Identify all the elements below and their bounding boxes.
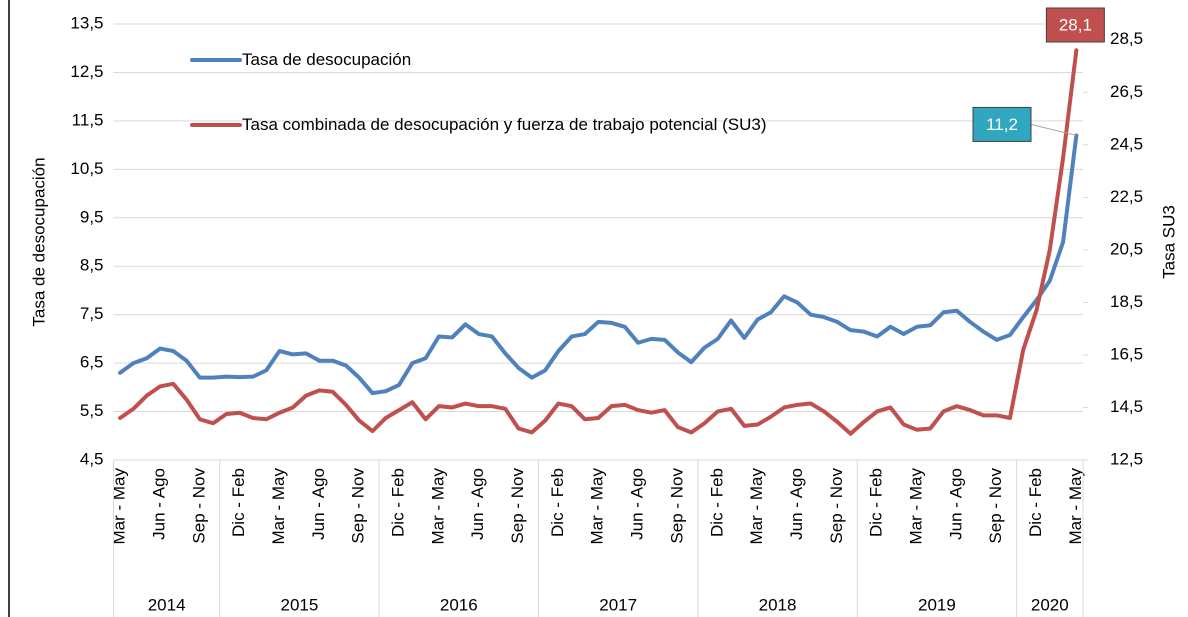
y-tick-label: 4,5 — [80, 449, 104, 468]
x-tick-label: Jun - Ago — [787, 468, 806, 540]
x-tick-label: Dic - Feb — [867, 468, 886, 537]
x-tick-label: Jun - Ago — [468, 468, 487, 540]
group-label: 2014 — [148, 595, 186, 614]
x-tick-label: Sep - Nov — [189, 468, 208, 544]
x-tick-label: Sep - Nov — [667, 468, 686, 544]
x-tick-label: Sep - Nov — [349, 468, 368, 544]
x-tick-label: Dic - Feb — [1026, 468, 1045, 537]
y2-tick-label: 20,5 — [1110, 239, 1143, 258]
x-tick-label: Mar - May — [747, 468, 766, 545]
x-tick-label: Mar - May — [110, 468, 129, 545]
y-tick-label: 12,5 — [70, 62, 103, 81]
data-label-box — [1045, 7, 1105, 43]
x-tick-label: Jun - Ago — [309, 468, 328, 540]
x-tick-label: Mar - May — [1066, 468, 1085, 545]
x-tick-label: Jun - Ago — [628, 468, 647, 540]
y2-tick-label: 24,5 — [1110, 134, 1143, 153]
x-tick-label: Mar - May — [269, 468, 288, 545]
y2-tick-label: 22,5 — [1110, 187, 1143, 206]
y-axis-title: Tasa de desocupación — [29, 157, 48, 326]
data-label: 11,2 — [986, 115, 1018, 134]
y-tick-label: 6,5 — [80, 353, 104, 372]
x-tick-label: Mar - May — [906, 468, 925, 545]
y-tick-label: 13,5 — [70, 13, 103, 32]
x-tick-label: Jun - Ago — [149, 468, 168, 540]
label-leader — [1030, 123, 1077, 136]
legend-entry-box: Tasa combinada de desocupación y fuerza … — [242, 115, 767, 134]
y-tick-label: 10,5 — [70, 159, 103, 178]
data-label-box — [972, 106, 1032, 142]
group-label: 2018 — [759, 595, 797, 614]
y2-tick-label: 16,5 — [1110, 344, 1143, 363]
y2-tick-label: 28,5 — [1110, 29, 1143, 48]
y2-tick-label: 14,5 — [1110, 397, 1143, 416]
y-tick-label: 7,5 — [80, 304, 104, 323]
x-tick-label: Mar - May — [428, 468, 447, 545]
legend-label: Tasa de desocupación — [242, 50, 412, 69]
x-tick-label: Dic - Feb — [389, 468, 408, 537]
group-label: 2017 — [599, 595, 637, 614]
data-label: 28,1 — [1059, 15, 1092, 34]
group-label: 2016 — [440, 595, 478, 614]
x-tick-label: Dic - Feb — [707, 468, 726, 537]
legend-entry-box: Tasa de desocupación — [242, 50, 412, 69]
legend-label: Tasa combinada de desocupación y fuerza … — [242, 115, 767, 134]
x-tick-label: Dic - Feb — [229, 468, 248, 537]
x-tick-label: Sep - Nov — [508, 468, 527, 544]
y-tick-label: 8,5 — [80, 256, 104, 275]
y-tick-label: 9,5 — [80, 207, 104, 226]
y2-tick-label: 18,5 — [1110, 292, 1143, 311]
y2-axis-title: Tasa SU3 — [1159, 205, 1178, 279]
y-tick-label: 5,5 — [80, 401, 104, 420]
y2-tick-label: 12,5 — [1110, 449, 1143, 468]
x-tick-label: Dic - Feb — [548, 468, 567, 537]
x-tick-label: Sep - Nov — [827, 468, 846, 544]
x-tick-label: Jun - Ago — [946, 468, 965, 540]
group-label: 2015 — [281, 595, 319, 614]
group-label: 2020 — [1031, 595, 1069, 614]
series-line — [118, 133, 1079, 396]
group-label: 2019 — [918, 595, 956, 614]
x-tick-label: Mar - May — [588, 468, 607, 545]
x-tick-label: Sep - Nov — [986, 468, 1005, 544]
y2-tick-label: 26,5 — [1110, 82, 1143, 101]
series-line — [118, 48, 1079, 436]
y-tick-label: 11,5 — [72, 110, 104, 129]
